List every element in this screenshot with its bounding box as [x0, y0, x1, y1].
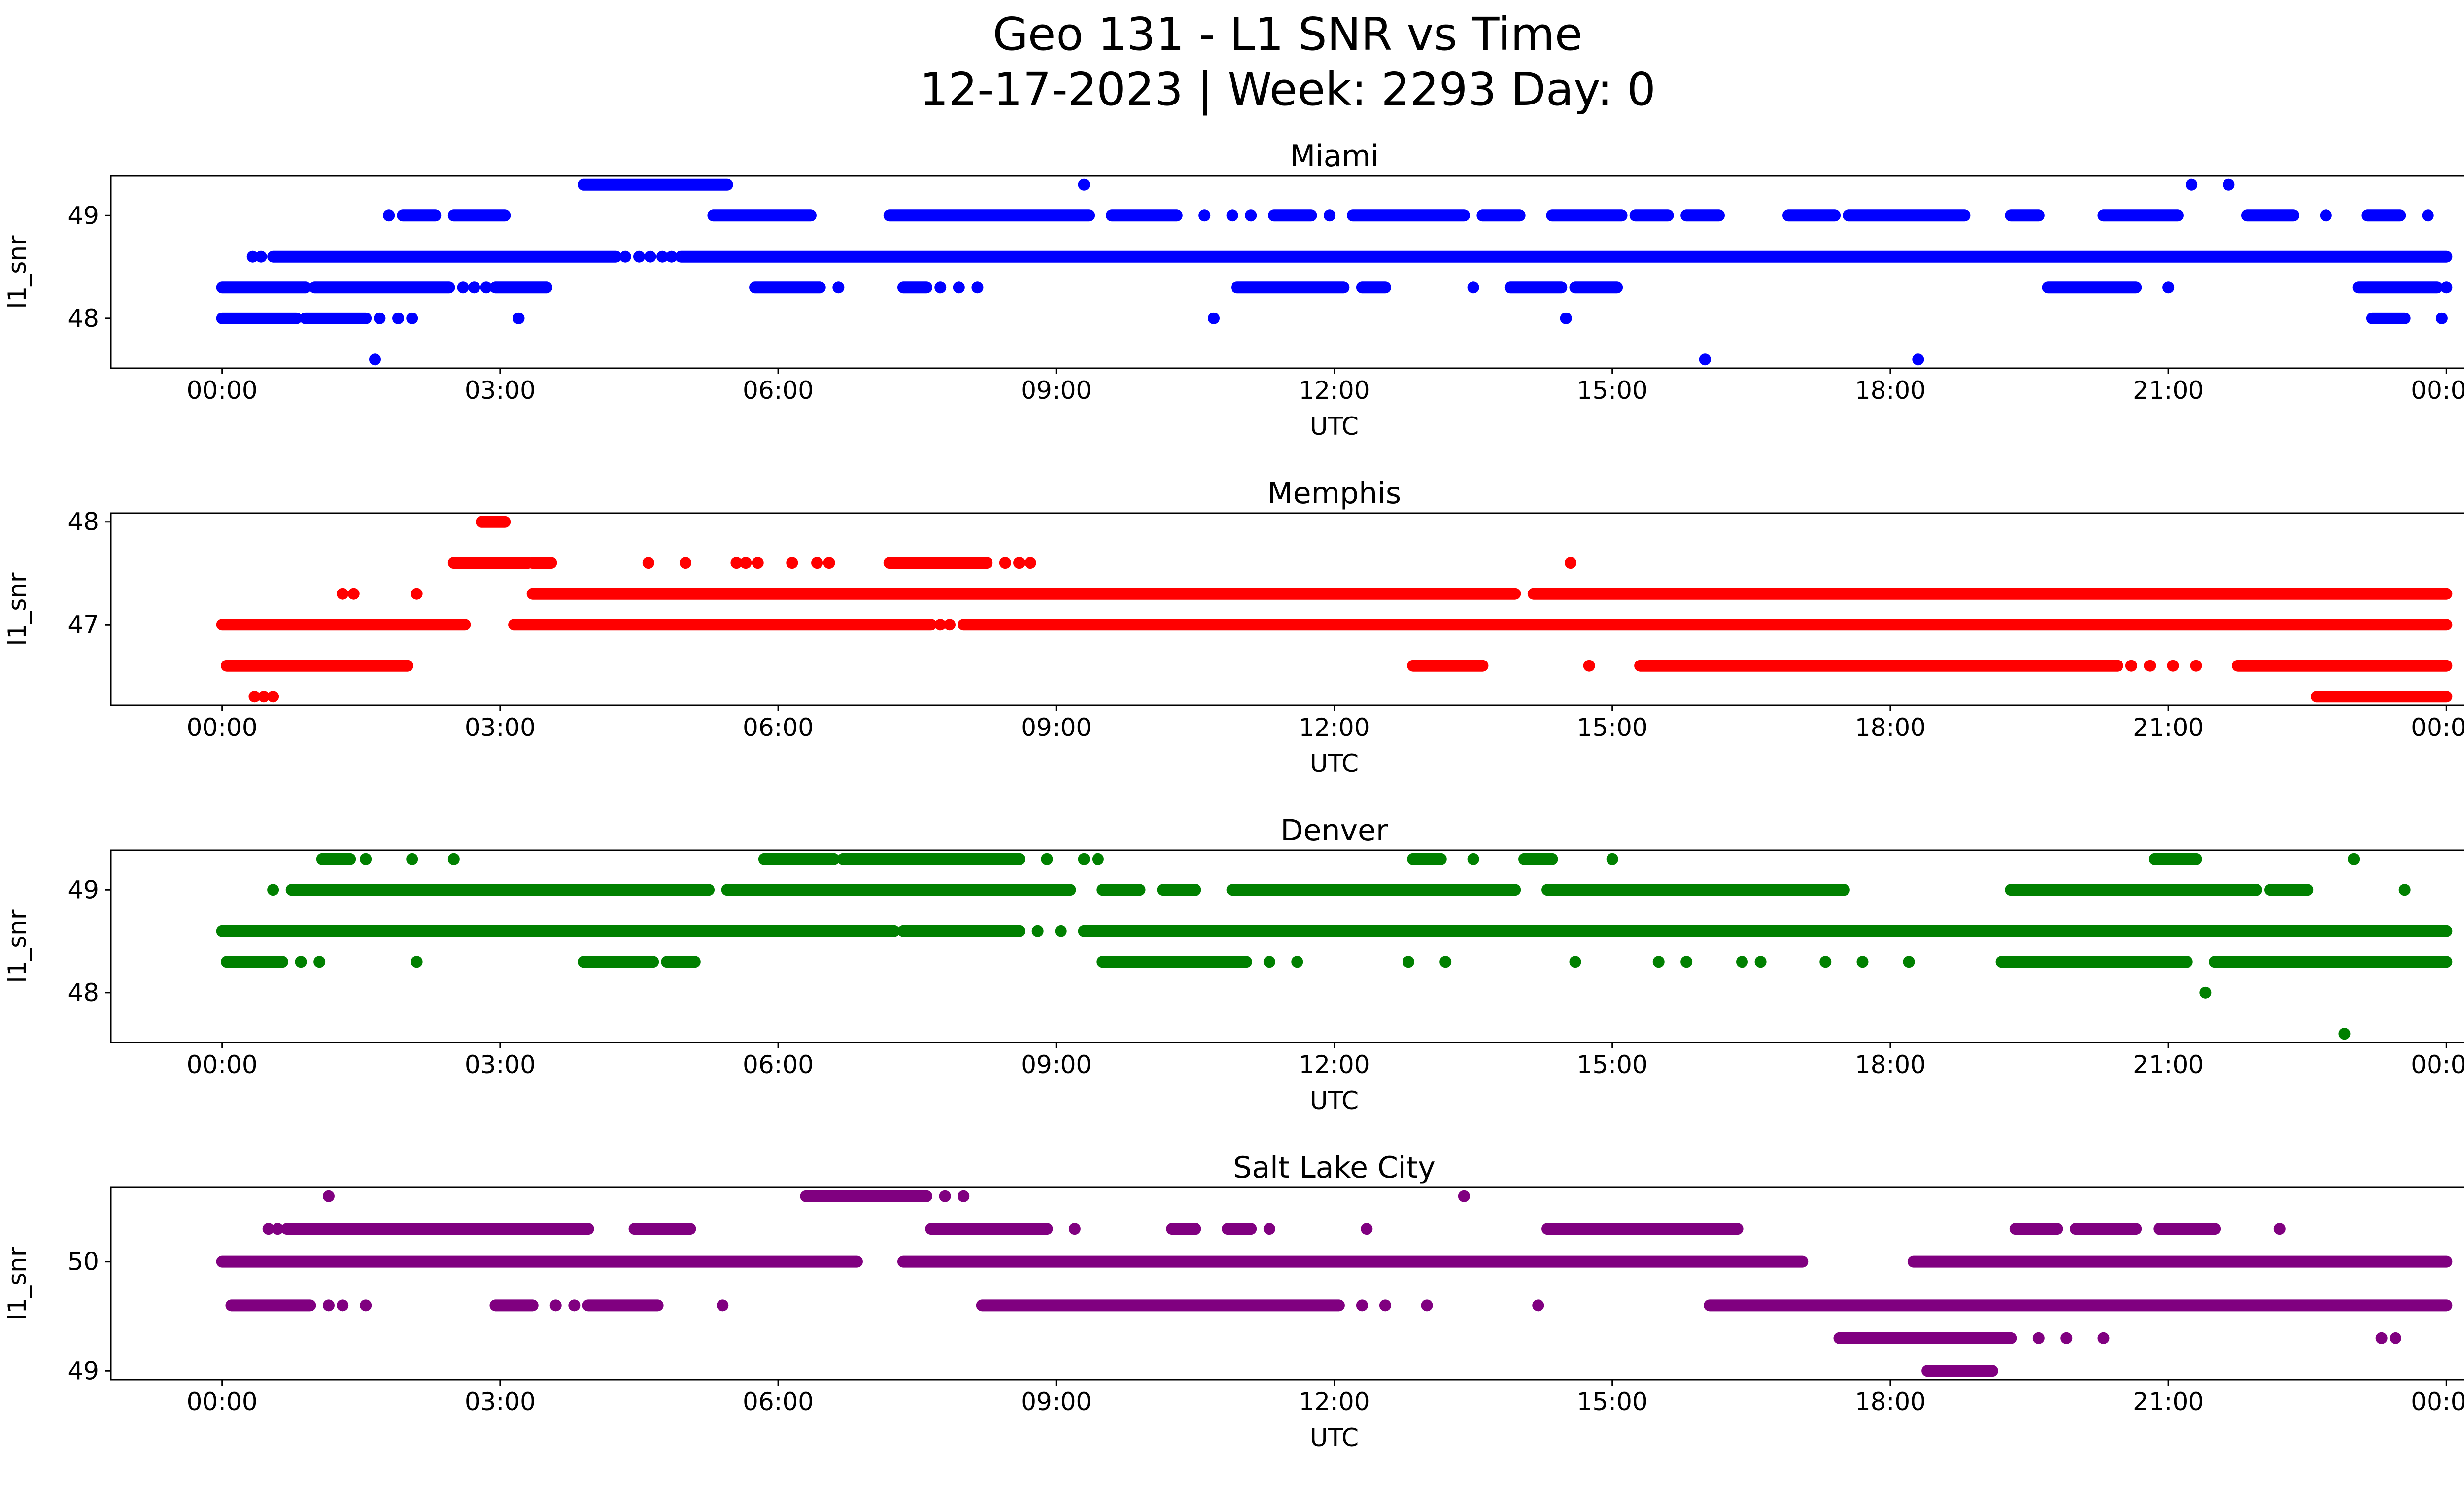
x-tick-label: 00:00: [2411, 376, 2464, 405]
x-axis-label: UTC: [1310, 412, 1359, 441]
x-tick-label: 21:00: [2133, 1388, 2204, 1416]
x-tick-label: 00:00: [187, 376, 258, 405]
y-tick-label: 50: [68, 1248, 99, 1276]
chart-svg-salt-lake-city: Salt Lake City 00:00 03:00 06:00 09:00 12:00 1…: [3, 1150, 2464, 1452]
x-tick-label: 15:00: [1577, 1388, 1648, 1416]
y-axis-label: l1_snr: [3, 909, 32, 983]
x-tick-label: 09:00: [1021, 1050, 1092, 1079]
x-tick-label: 06:00: [743, 376, 814, 405]
chart-panel-miami: Miami 00:00 03:00 06:00 09:00 12:00 15:00 18:00…: [0, 138, 2464, 475]
x-tick-label: 18:00: [1855, 1388, 1926, 1416]
scatter-series-denver: [216, 853, 2453, 1040]
x-tick-label: 15:00: [1577, 713, 1648, 742]
y-axis-label: l1_snr: [3, 1247, 32, 1320]
x-tick-label: 06:00: [743, 1388, 814, 1416]
x-tick-label: 03:00: [465, 376, 536, 405]
x-axis-label: UTC: [1310, 1424, 1359, 1452]
x-tick-label: 09:00: [1021, 376, 1092, 405]
chart-panel-denver: Denver 00:00 03:00 06:00 09:00 12:00 15:00 18:0…: [0, 812, 2464, 1149]
plot-area: [110, 1186, 2464, 1381]
y-tick-label: 48: [68, 508, 99, 536]
scatter-series-memphis: [216, 516, 2453, 703]
chart-panels: Miami 00:00 03:00 06:00 09:00 12:00 15:00 18:00…: [0, 138, 2464, 1486]
y-tick-label: 49: [68, 1356, 99, 1385]
y-tick-label: 48: [68, 978, 99, 1007]
x-tick-label: 09:00: [1021, 1388, 1092, 1416]
x-tick-label: 03:00: [465, 1388, 536, 1416]
x-tick-label: 00:00: [2411, 1388, 2464, 1416]
plot-area: [110, 512, 2464, 706]
x-tick-label: 12:00: [1299, 713, 1369, 742]
x-tick-label: 06:00: [743, 1050, 814, 1079]
figure-title-line1: Geo 131 - L1 SNR vs Time: [992, 8, 1583, 61]
y-tick-label: 49: [68, 201, 99, 230]
chart-svg-memphis: Memphis 00:00 03:00 06:00 09:00 12:00 15:00 18:…: [3, 476, 2464, 778]
x-tick-label: 18:00: [1855, 713, 1926, 742]
x-tick-label: 00:00: [2411, 1050, 2464, 1079]
x-tick-label: 12:00: [1299, 376, 1369, 405]
subplot-title: Miami: [1290, 139, 1378, 174]
subplot-title: Denver: [1280, 813, 1388, 848]
chart-svg-denver: Denver 00:00 03:00 06:00 09:00 12:00 15:00 18:0…: [3, 813, 2464, 1115]
x-tick-label: 15:00: [1577, 376, 1648, 405]
x-tick-label: 21:00: [2133, 1050, 2204, 1079]
y-axis-label: l1_snr: [3, 572, 32, 646]
x-tick-label: 18:00: [1855, 376, 1926, 405]
y-tick-label: 49: [68, 875, 99, 904]
x-tick-label: 21:00: [2133, 376, 2204, 405]
chart-panel-memphis: Memphis 00:00 03:00 06:00 09:00 12:00 15:00 18:…: [0, 475, 2464, 812]
chart-svg-miami: Miami 00:00 03:00 06:00 09:00 12:00 15:00 18:00…: [3, 139, 2464, 441]
subplot-title: Memphis: [1267, 476, 1401, 511]
chart-panel-salt-lake-city: Salt Lake City 00:00 03:00 06:00 09:00 12:00 1…: [0, 1149, 2464, 1486]
scatter-series-salt-lake-city: [216, 1190, 2453, 1377]
figure-title-line2: 12-17-2023 | Week: 2293 Day: 0: [920, 63, 1656, 116]
y-tick-label: 48: [68, 304, 99, 333]
x-tick-label: 12:00: [1299, 1050, 1369, 1079]
y-tick-label: 47: [68, 610, 99, 639]
figure-title: Geo 131 - L1 SNR vs Time 12-17-2023 | We…: [0, 0, 2464, 138]
subplot-title: Salt Lake City: [1233, 1150, 1436, 1185]
x-tick-label: 03:00: [465, 713, 536, 742]
x-tick-label: 00:00: [187, 1388, 258, 1416]
x-tick-label: 21:00: [2133, 713, 2204, 742]
x-tick-label: 06:00: [743, 713, 814, 742]
x-tick-label: 00:00: [187, 1050, 258, 1079]
plot-area: [110, 175, 2464, 369]
scatter-series-miami: [216, 178, 2453, 366]
x-tick-label: 09:00: [1021, 713, 1092, 742]
plot-area: [110, 849, 2464, 1043]
x-axis-label: UTC: [1310, 749, 1359, 778]
y-axis-label: l1_snr: [3, 235, 32, 309]
x-tick-label: 12:00: [1299, 1388, 1369, 1416]
x-tick-label: 00:00: [187, 713, 258, 742]
x-tick-label: 00:00: [2411, 713, 2464, 742]
x-tick-label: 18:00: [1855, 1050, 1926, 1079]
x-tick-label: 03:00: [465, 1050, 536, 1079]
x-axis-label: UTC: [1310, 1086, 1359, 1115]
x-tick-label: 15:00: [1577, 1050, 1648, 1079]
